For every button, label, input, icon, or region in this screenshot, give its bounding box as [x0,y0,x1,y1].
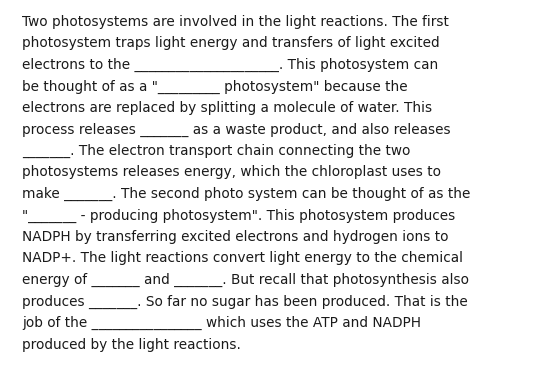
Text: energy of _______ and _______. But recall that photosynthesis also: energy of _______ and _______. But recal… [22,273,469,287]
Text: NADP+. The light reactions convert light energy to the chemical: NADP+. The light reactions convert light… [22,251,463,265]
Text: photosystems releases energy, which the chloroplast uses to: photosystems releases energy, which the … [22,166,441,179]
Text: electrons to the _____________________. This photosystem can: electrons to the _____________________. … [22,58,438,72]
Text: be thought of as a "_________ photosystem" because the: be thought of as a "_________ photosyste… [22,80,408,93]
Text: _______. The electron transport chain connecting the two: _______. The electron transport chain co… [22,144,410,158]
Text: electrons are replaced by splitting a molecule of water. This: electrons are replaced by splitting a mo… [22,101,432,115]
Text: "_______ - producing photosystem". This photosystem produces: "_______ - producing photosystem". This … [22,208,455,223]
Text: Two photosystems are involved in the light reactions. The first: Two photosystems are involved in the lig… [22,15,449,29]
Text: produces _______. So far no sugar has been produced. That is the: produces _______. So far no sugar has be… [22,294,468,309]
Text: process releases _______ as a waste product, and also releases: process releases _______ as a waste prod… [22,123,451,136]
Text: make _______. The second photo system can be thought of as the: make _______. The second photo system ca… [22,187,470,201]
Text: photosystem traps light energy and transfers of light excited: photosystem traps light energy and trans… [22,37,440,51]
Text: produced by the light reactions.: produced by the light reactions. [22,337,241,351]
Text: NADPH by transferring excited electrons and hydrogen ions to: NADPH by transferring excited electrons … [22,230,449,244]
Text: job of the ________________ which uses the ATP and NADPH: job of the ________________ which uses t… [22,316,421,330]
